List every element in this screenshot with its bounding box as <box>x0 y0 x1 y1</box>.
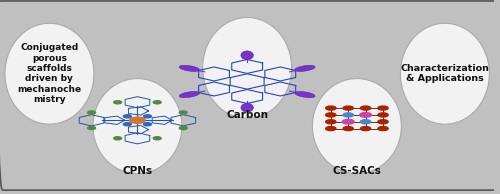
Text: Carbon: Carbon <box>226 110 268 120</box>
Circle shape <box>360 106 370 110</box>
Circle shape <box>326 120 336 124</box>
Ellipse shape <box>400 23 490 124</box>
Circle shape <box>153 101 161 104</box>
Circle shape <box>88 126 96 130</box>
Circle shape <box>326 126 336 131</box>
Ellipse shape <box>312 79 402 174</box>
Text: CS-SACs: CS-SACs <box>332 166 382 176</box>
Circle shape <box>326 113 336 117</box>
Ellipse shape <box>179 65 200 71</box>
Circle shape <box>343 106 353 110</box>
Ellipse shape <box>295 65 315 71</box>
Circle shape <box>153 137 161 140</box>
Circle shape <box>360 113 372 117</box>
Ellipse shape <box>202 17 292 118</box>
Ellipse shape <box>93 79 182 174</box>
Circle shape <box>144 123 152 126</box>
Circle shape <box>360 120 370 124</box>
Ellipse shape <box>179 92 200 98</box>
Circle shape <box>88 111 96 114</box>
Circle shape <box>378 106 388 110</box>
Circle shape <box>342 120 354 124</box>
Ellipse shape <box>241 103 254 112</box>
Circle shape <box>144 115 152 118</box>
Circle shape <box>180 111 187 114</box>
Text: CPNs: CPNs <box>122 166 152 176</box>
Circle shape <box>124 115 132 118</box>
Circle shape <box>180 126 187 130</box>
Circle shape <box>378 113 388 117</box>
Circle shape <box>326 106 336 110</box>
Circle shape <box>130 117 146 123</box>
Circle shape <box>114 137 122 140</box>
Circle shape <box>360 126 370 131</box>
Circle shape <box>378 126 388 131</box>
Circle shape <box>343 113 353 117</box>
Circle shape <box>114 101 122 104</box>
Circle shape <box>343 126 353 131</box>
Circle shape <box>378 120 388 124</box>
Text: Conjugated
porous
scaffolds
driven by
mechanoche
mistry: Conjugated porous scaffolds driven by me… <box>18 43 82 104</box>
Ellipse shape <box>5 23 94 124</box>
Ellipse shape <box>241 51 254 60</box>
Ellipse shape <box>295 92 315 98</box>
Text: Characterization
& Applications: Characterization & Applications <box>400 64 490 83</box>
Circle shape <box>124 123 132 126</box>
